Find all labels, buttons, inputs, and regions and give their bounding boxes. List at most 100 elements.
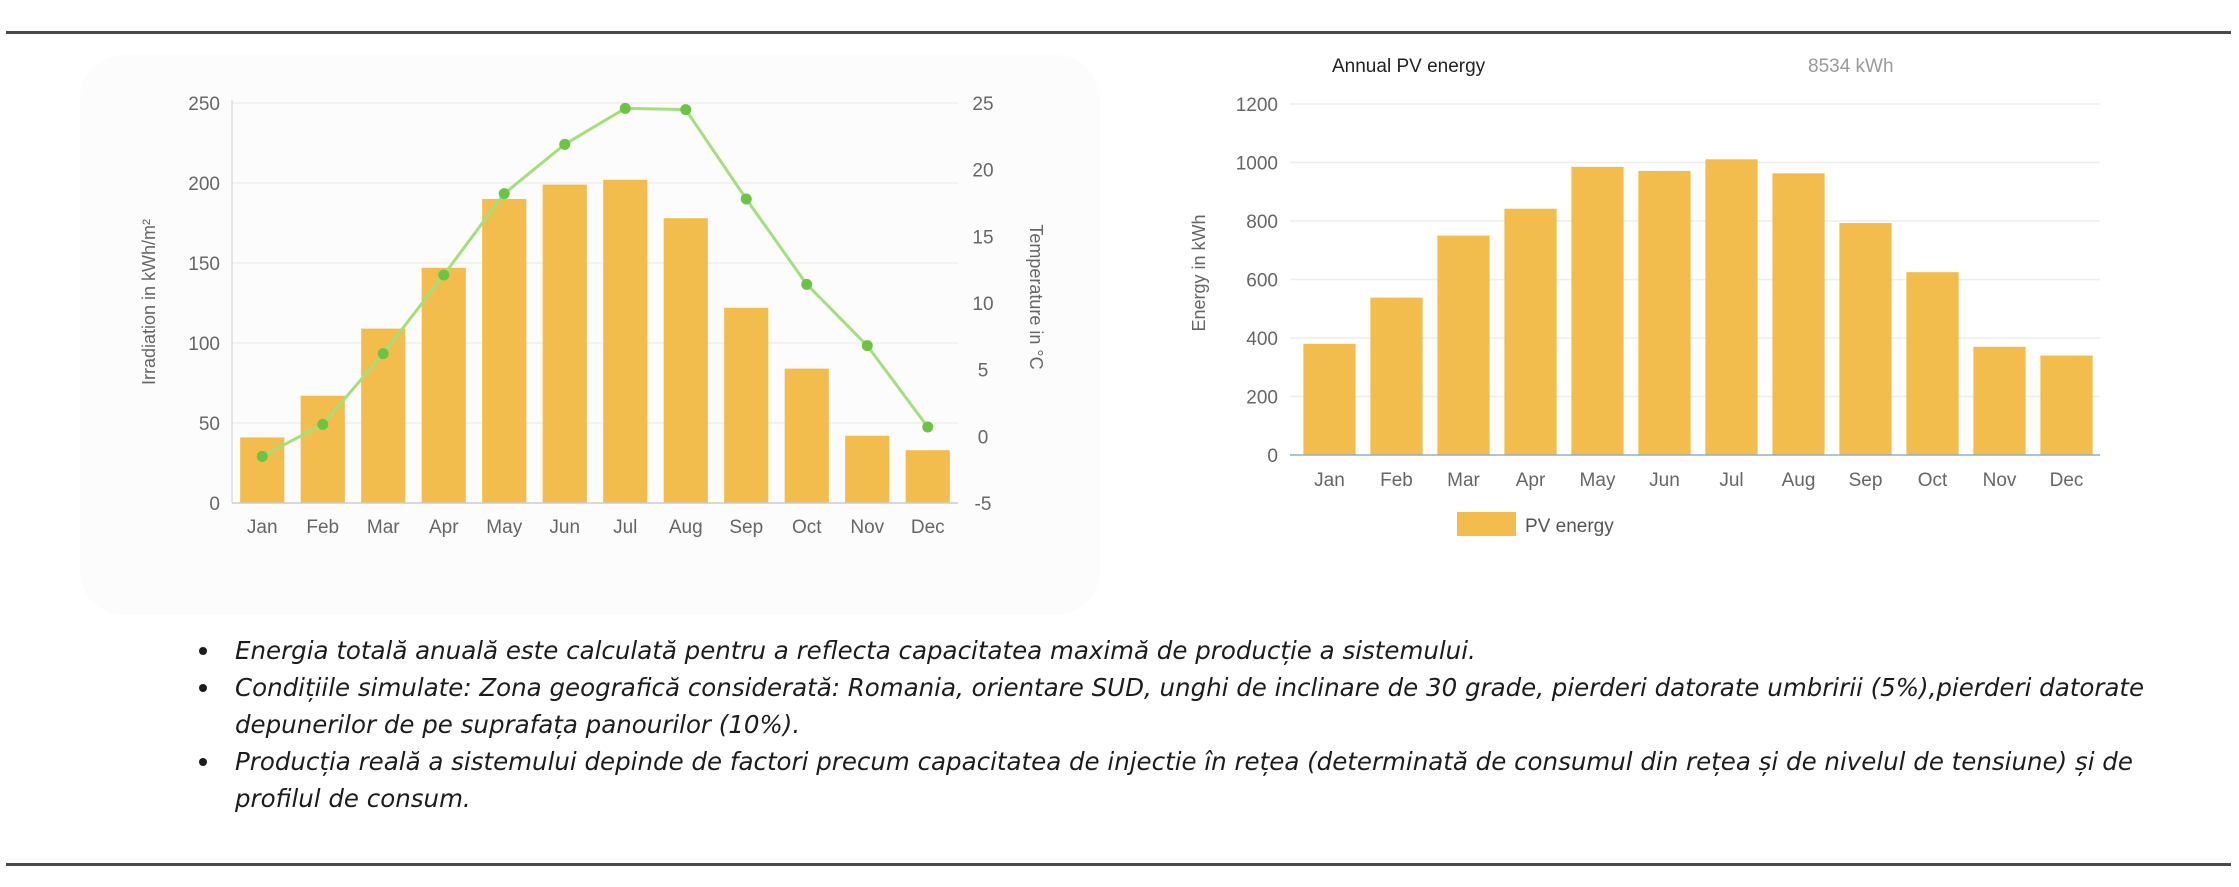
- pv-energy-bar: [1504, 208, 1557, 455]
- pv-energy-bar: [1705, 159, 1758, 455]
- y-tick-label: 0: [209, 494, 220, 515]
- pv-energy-bar: [2040, 355, 2093, 455]
- x-tick-label: Oct: [1918, 470, 1948, 491]
- irradiation-bar: [845, 435, 890, 503]
- note-item: Producția reală a sistemului depinde de …: [195, 743, 2155, 817]
- x-tick-label: Jul: [1719, 470, 1743, 491]
- y2-tick-label: 0: [978, 427, 989, 448]
- irradiation-bar: [300, 395, 345, 503]
- temperature-point: [680, 104, 692, 116]
- bullet-icon: [199, 684, 207, 692]
- y2-tick-label: 15: [972, 227, 993, 248]
- pv-energy-bar: [1973, 346, 2026, 455]
- irradiation-bar: [421, 267, 466, 503]
- temperature-point: [317, 418, 329, 430]
- temperature-point: [740, 193, 752, 205]
- notes-list: Energia totală anuală este calculată pen…: [195, 632, 2155, 817]
- x-tick-label: Sep: [1849, 470, 1883, 491]
- irradiation-temperature-chart: 0 50 100 150 200 250 -5 0 5 10 15 20 25 Jan Feb Mar Ap…: [139, 94, 1046, 538]
- y-tick-label: 100: [188, 334, 220, 355]
- x-tick-label: Jun: [549, 517, 580, 538]
- irradiation-bar: [724, 307, 769, 503]
- x-tick-label: Sep: [729, 517, 763, 538]
- legend-label-pv-energy: PV energy: [1525, 516, 1614, 537]
- temperature-series-line: [261, 106, 929, 458]
- x-tick-label: Nov: [1983, 470, 2017, 491]
- temperature-point: [377, 348, 389, 360]
- x-tick-label: Jan: [1314, 470, 1345, 491]
- irradiation-bar: [482, 199, 527, 503]
- y2-tick-label: 20: [972, 161, 993, 182]
- note-text: Producția reală a sistemului depinde de …: [235, 747, 2133, 813]
- x-tick-label: Feb: [1380, 470, 1413, 491]
- x-tick-label: Jul: [613, 517, 637, 538]
- temperature-point: [438, 269, 450, 281]
- bottom-divider: [6, 863, 2231, 866]
- irradiation-chart-panel: [80, 55, 1100, 615]
- note-text: Energia totală anuală este calculată pen…: [235, 636, 1476, 665]
- pv-energy-bar: [1772, 173, 1825, 455]
- pv-energy-bar: [1638, 170, 1691, 456]
- note-text: Condițiile simulate: Zona geografică con…: [235, 673, 2145, 739]
- note-item: Condițiile simulate: Zona geografică con…: [195, 669, 2155, 743]
- y-tick-label: 800: [1246, 212, 1278, 233]
- y-tick-label: 0: [1267, 446, 1278, 467]
- y-tick-label: 200: [1246, 388, 1278, 409]
- x-tick-label: May: [1580, 470, 1616, 491]
- x-tick-label: Mar: [367, 517, 400, 538]
- x-tick-label: Aug: [1782, 470, 1816, 491]
- temperature-axis-title: Temperature in °C: [1026, 224, 1046, 369]
- y-tick-label: 400: [1246, 329, 1278, 350]
- bullet-icon: [199, 758, 207, 766]
- x-tick-label: Dec: [2050, 470, 2084, 491]
- note-item: Energia totală anuală este calculată pen…: [195, 632, 2155, 669]
- pv-energy-bar: [1370, 297, 1423, 455]
- pv-energy-bar: [1571, 166, 1624, 455]
- temperature-point: [256, 450, 268, 462]
- y-tick-label: 50: [199, 414, 220, 435]
- energy-axis-title: Energy in kWh: [1189, 214, 1209, 331]
- irradiation-bar: [542, 184, 587, 503]
- x-tick-label: Apr: [1516, 470, 1546, 491]
- x-tick-label: Feb: [306, 517, 339, 538]
- temperature-point: [559, 138, 571, 150]
- pv-energy-bar: [1303, 343, 1356, 455]
- y-tick-label: 600: [1246, 271, 1278, 292]
- y-tick-label: 150: [188, 254, 220, 275]
- x-tick-label: Jun: [1649, 470, 1680, 491]
- y2-tick-label: 25: [972, 94, 993, 115]
- pv-energy-bar: [1839, 223, 1892, 455]
- pv-energy-bar: [1906, 272, 1959, 455]
- irradiation-bar: [663, 218, 708, 503]
- top-divider: [6, 31, 2231, 34]
- temperature-point: [498, 188, 510, 200]
- annual-energy-label: Annual PV energy: [1332, 56, 1486, 77]
- x-tick-label: Oct: [792, 517, 822, 538]
- y-tick-label: 250: [188, 94, 220, 115]
- x-tick-label: Aug: [669, 517, 703, 538]
- x-tick-label: Apr: [429, 517, 459, 538]
- y2-tick-label: 10: [972, 294, 993, 315]
- bullet-icon: [199, 647, 207, 655]
- temperature-point: [619, 102, 631, 114]
- irradiation-bar: [784, 368, 829, 503]
- irradiation-bar: [905, 450, 950, 503]
- legend-swatch-pv-energy: [1457, 512, 1516, 536]
- y-tick-label: 200: [188, 174, 220, 195]
- annual-energy-value: 8534 kWh: [1808, 56, 1894, 77]
- x-tick-label: Dec: [911, 517, 945, 538]
- temperature-point: [922, 421, 934, 433]
- y-tick-label: 1000: [1236, 154, 1278, 175]
- irradiation-bar: [603, 179, 648, 504]
- y2-tick-label: 5: [978, 361, 989, 382]
- x-tick-label: Jan: [247, 517, 278, 538]
- temperature-point: [801, 278, 813, 290]
- y-tick-label: 1200: [1236, 95, 1278, 116]
- x-tick-label: Mar: [1447, 470, 1480, 491]
- x-tick-label: Nov: [850, 517, 884, 538]
- pv-energy-bar: [1437, 235, 1490, 455]
- irradiation-axis-title: Irradiation in kWh/m²: [139, 219, 159, 385]
- x-tick-label: May: [486, 517, 522, 538]
- temperature-point: [861, 340, 873, 352]
- y2-tick-label: -5: [975, 494, 992, 515]
